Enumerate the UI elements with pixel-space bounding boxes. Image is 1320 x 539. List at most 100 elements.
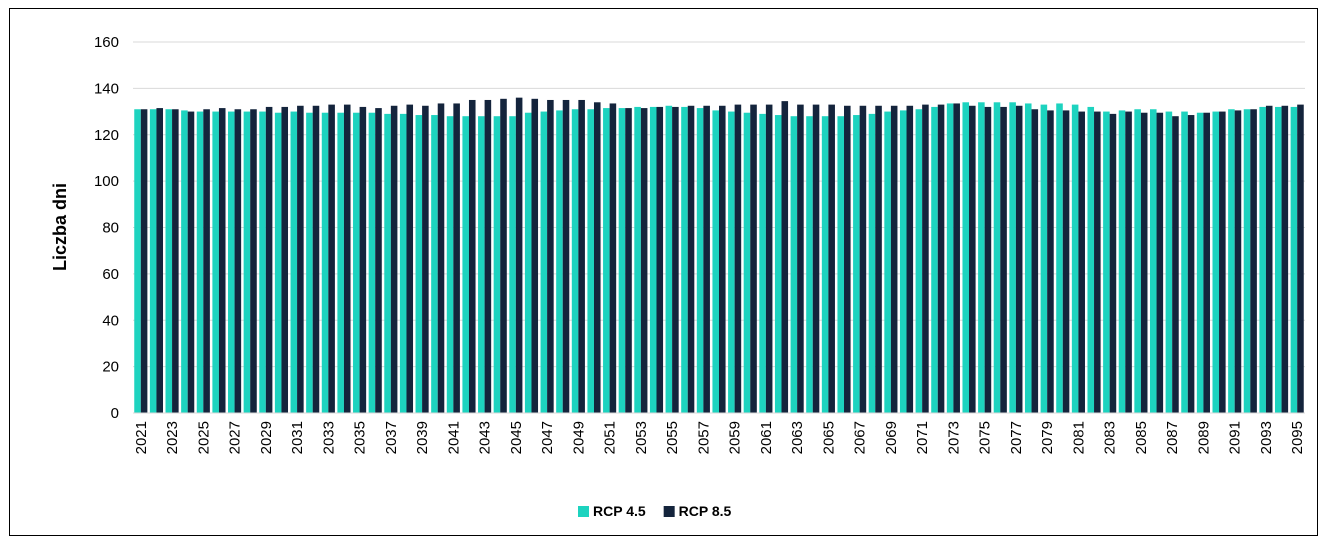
- bar: [1031, 109, 1039, 414]
- bar: [672, 106, 679, 414]
- x-tick-label: 2081: [1070, 421, 1087, 454]
- bar: [1062, 110, 1070, 413]
- y-tick-label: 140: [94, 80, 119, 97]
- bar: [172, 109, 179, 414]
- bar: [681, 106, 688, 414]
- x-tick-label: 2067: [852, 421, 869, 454]
- bar: [212, 111, 219, 413]
- bar: [1219, 111, 1226, 413]
- bar: [962, 102, 970, 413]
- bar: [259, 111, 266, 413]
- bar: [547, 99, 554, 413]
- bar: [1047, 110, 1054, 413]
- bar: [359, 106, 367, 414]
- bar: [422, 105, 429, 413]
- bar: [618, 108, 626, 413]
- x-tick-label: 2043: [477, 421, 494, 454]
- y-tick-label: 80: [102, 220, 119, 237]
- y-tick-label: 40: [102, 312, 119, 329]
- bar: [1281, 105, 1289, 413]
- x-tick-label: 2077: [1008, 421, 1025, 454]
- bar: [884, 111, 891, 413]
- x-tick-label: 2071: [914, 421, 931, 454]
- bar: [493, 116, 501, 413]
- x-tick-label: 2091: [1227, 421, 1244, 454]
- bar: [297, 105, 304, 413]
- bar: [859, 105, 867, 413]
- bar: [556, 110, 563, 413]
- bar: [993, 102, 1001, 413]
- bar: [250, 109, 257, 414]
- bar: [234, 109, 242, 414]
- x-tick-label: 2057: [695, 421, 712, 454]
- bar: [984, 106, 992, 414]
- bar: [571, 109, 579, 414]
- bar: [1259, 106, 1266, 414]
- bar: [1094, 111, 1101, 413]
- bar: [1234, 110, 1242, 413]
- bar: [140, 109, 148, 414]
- x-tick-label: 2033: [320, 421, 337, 454]
- bar: [696, 108, 704, 413]
- y-tick-label: 0: [111, 405, 119, 422]
- bar: [759, 113, 766, 413]
- bar: [649, 106, 657, 414]
- bar: [1009, 102, 1016, 413]
- x-tick-label: 2063: [789, 421, 806, 454]
- bar: [1103, 111, 1110, 413]
- bar: [390, 105, 398, 413]
- bar: [540, 111, 548, 413]
- bar: [1203, 112, 1210, 414]
- bar: [1087, 106, 1095, 414]
- bar: [1118, 110, 1126, 413]
- bar: [743, 112, 751, 414]
- bar: [1196, 112, 1204, 414]
- bar: [384, 113, 391, 413]
- bar: [484, 99, 492, 413]
- bar: [1024, 103, 1032, 414]
- bar: [337, 112, 344, 414]
- x-tick-label: 2021: [133, 421, 150, 454]
- x-tick-label: 2029: [258, 421, 275, 454]
- bar: [828, 104, 835, 413]
- bar: [656, 106, 664, 414]
- bar: [703, 105, 710, 413]
- x-tick-label: 2093: [1258, 421, 1275, 454]
- x-tick-label: 2055: [664, 421, 681, 454]
- legend-label: RCP 8.5: [679, 503, 732, 519]
- x-tick-label: 2079: [1039, 421, 1056, 454]
- bar: [1156, 112, 1164, 414]
- x-tick-label: 2031: [289, 421, 306, 454]
- bar: [1250, 109, 1257, 414]
- bar: [203, 109, 210, 414]
- bar: [399, 113, 407, 413]
- bar: [899, 110, 907, 413]
- bar: [368, 112, 376, 414]
- bar: [500, 98, 507, 413]
- bar: [774, 115, 782, 414]
- bar: [462, 116, 469, 413]
- bar: [1290, 106, 1298, 414]
- bar: [728, 111, 735, 413]
- bar: [306, 112, 313, 414]
- bar: [321, 112, 329, 414]
- x-tick-label: 2075: [977, 421, 994, 454]
- y-tick-label: 120: [94, 127, 119, 144]
- x-tick-label: 2083: [1102, 421, 1119, 454]
- bar: [453, 103, 460, 414]
- bar: [1212, 111, 1220, 413]
- x-tick-label: 2047: [539, 421, 556, 454]
- bar: [781, 101, 789, 414]
- bar: [719, 105, 726, 413]
- legend-label: RCP 4.5: [593, 503, 646, 519]
- x-tick-label: 2025: [195, 421, 212, 454]
- bar: [1149, 109, 1157, 414]
- bar: [1071, 104, 1079, 413]
- bar: [165, 109, 173, 414]
- bar: [509, 116, 516, 413]
- bar: [281, 106, 289, 414]
- bar: [578, 99, 585, 413]
- legend-swatch: [663, 506, 675, 517]
- x-tick-label: 2037: [383, 421, 400, 454]
